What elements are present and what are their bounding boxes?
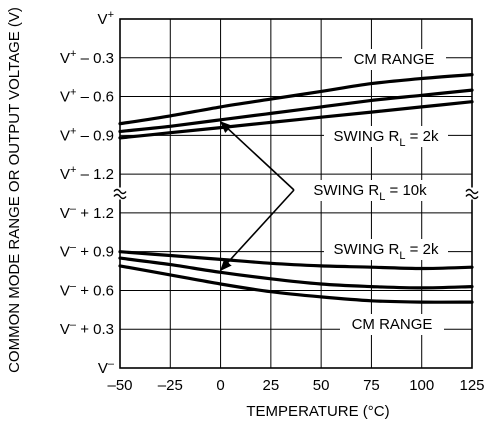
y-tick-label: V– + 0.6: [60, 280, 114, 299]
axis-break-mark: [465, 193, 479, 200]
annotation-label: CM RANGE: [352, 316, 433, 333]
arrow-to-lower-10k: [219, 189, 295, 272]
x-tick-label: –50: [107, 377, 132, 394]
x-tick-label: 75: [363, 377, 380, 394]
y-tick-label: V– + 0.9: [60, 242, 114, 261]
x-axis-title: TEMPERATURE (°C): [246, 403, 389, 420]
y-tick-label: V+ – 0.9: [60, 125, 114, 144]
axis-break-mark: [465, 188, 479, 195]
annotation-background: [294, 180, 446, 201]
annotations: CM RANGE SWING RL = 2k SWING RL = 10k SWING…: [219, 49, 448, 335]
y-tick-label: V+ – 0.3: [60, 48, 114, 67]
arrow-to-upper-10k: [219, 121, 295, 191]
series-line-upper: [118, 100, 474, 140]
annotation-label: SWING RL = 2k: [334, 241, 439, 262]
y-axis-title: COMMON MODE RANGE OR OUTPUT VOLTAGE (V): [6, 7, 23, 373]
y-tick-label: V– + 1.2: [60, 203, 114, 222]
series-line-lower: [118, 256, 474, 290]
x-tick-label: 0: [216, 377, 224, 394]
x-tick-label: 125: [459, 377, 484, 394]
axis-break-gap: [114, 187, 126, 200]
y-tick-label: V+ – 1.2: [60, 164, 114, 183]
series-layer: [118, 73, 474, 304]
annotation-background: [340, 314, 444, 335]
x-tick-label: 25: [263, 377, 280, 394]
axis-break-mark: [113, 193, 127, 200]
annotation-label: SWING RL = 2k: [334, 128, 439, 149]
x-tick-label: –25: [158, 377, 183, 394]
annotation-label: CM RANGE: [354, 51, 435, 68]
axis-break-mark: [113, 188, 127, 195]
annotation-background: [324, 126, 448, 147]
annotation-label: SWING RL = 10k: [313, 182, 427, 203]
y-tick-label: V–: [98, 358, 115, 377]
axis-break: [113, 187, 479, 200]
axis-break-gap: [466, 187, 478, 200]
series-line-upper: [118, 88, 474, 134]
annotation-background: [324, 239, 448, 260]
series-line-lower: [118, 250, 474, 271]
y-tick-label: V– + 0.3: [60, 319, 114, 338]
x-tick-label: 100: [409, 377, 434, 394]
tick-labels: –50 –25 0 25 50 75 100 125 V+ V+ – 0.3 V+ – 0.6 V+ …: [60, 9, 485, 394]
y-tick-label: V+ – 0.6: [60, 87, 114, 106]
y-tick-label: V+: [98, 9, 114, 28]
series-line-upper: [118, 73, 474, 126]
series-line-lower: [118, 264, 474, 304]
annotation-background: [342, 49, 446, 70]
x-tick-label: 50: [313, 377, 330, 394]
